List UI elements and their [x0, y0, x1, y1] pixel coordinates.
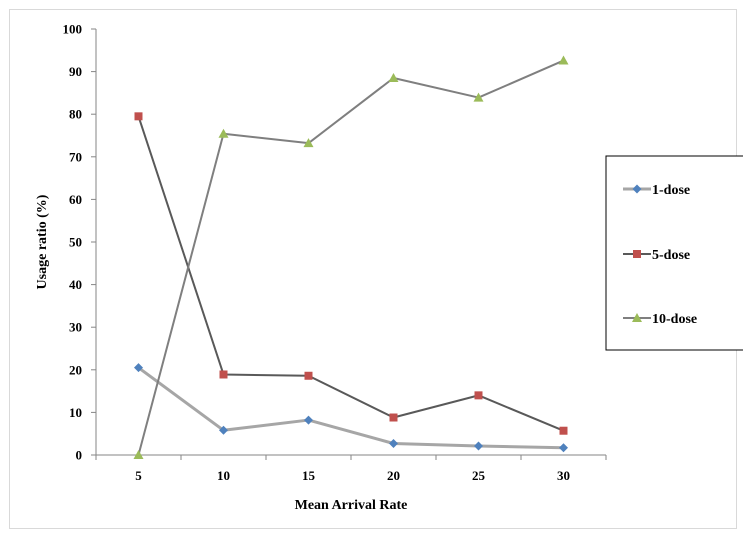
data-point	[559, 426, 568, 435]
y-axis-title: Usage ratio (%)	[35, 194, 50, 289]
y-tick-label: 10	[69, 405, 82, 420]
x-tick-label: 20	[387, 468, 400, 483]
x-tick-label: 10	[217, 468, 230, 483]
series-layer	[133, 55, 569, 459]
y-tick-label: 60	[69, 192, 82, 207]
data-point	[133, 450, 144, 459]
x-axis-title: Mean Arrival Rate	[295, 498, 408, 513]
legend-marker	[632, 313, 642, 322]
legend-label: 1-dose	[652, 183, 690, 198]
data-point	[304, 371, 313, 380]
data-point	[134, 363, 143, 373]
y-tick-label: 70	[69, 149, 82, 164]
data-point	[304, 415, 313, 425]
y-tick-label: 0	[76, 448, 83, 463]
series-5-dose	[134, 112, 568, 435]
legend: 1-dose 5-dose 10-dose	[605, 155, 743, 351]
series-line	[137, 59, 564, 456]
y-tick-label: 100	[63, 22, 83, 37]
legend-label: 10-dose	[652, 312, 697, 327]
data-point	[303, 138, 314, 148]
y-tick-label: 20	[69, 362, 82, 377]
x-tick-label: 25	[472, 468, 486, 483]
x-tick-label: 5	[135, 468, 142, 483]
data-point	[474, 441, 483, 451]
y-tick-label: 80	[69, 107, 82, 122]
legend-marker	[633, 250, 641, 258]
legend-item: 5-dose	[623, 248, 690, 263]
data-point	[474, 391, 483, 400]
data-point	[388, 72, 399, 82]
series-line	[137, 116, 564, 432]
legend-marker	[632, 184, 642, 194]
y-axis-ticks: 0 10 20 30 40 50 60 70 80 90 100	[63, 22, 96, 463]
data-point	[389, 413, 398, 422]
legend-label: 5-dose	[652, 248, 690, 263]
legend-item: 10-dose	[623, 312, 697, 327]
data-point	[219, 425, 228, 435]
y-tick-label: 40	[69, 277, 82, 292]
y-tick-label: 50	[69, 235, 82, 250]
series-1-dose	[134, 363, 568, 453]
data-point	[558, 55, 569, 65]
data-point	[134, 112, 143, 121]
y-tick-label: 90	[69, 64, 82, 79]
data-point	[219, 370, 228, 379]
data-point	[218, 128, 229, 138]
x-axis-ticks: 5 10 15 20 25 30	[95, 455, 607, 483]
x-tick-label: 30	[557, 468, 570, 483]
x-tick-label: 15	[302, 468, 316, 483]
data-point	[559, 443, 568, 453]
data-point	[389, 438, 398, 448]
y-tick-label: 30	[69, 320, 82, 335]
legend-item: 1-dose	[623, 183, 690, 198]
series-line	[137, 366, 564, 450]
data-point	[473, 92, 484, 102]
series-10-dose	[133, 55, 569, 459]
